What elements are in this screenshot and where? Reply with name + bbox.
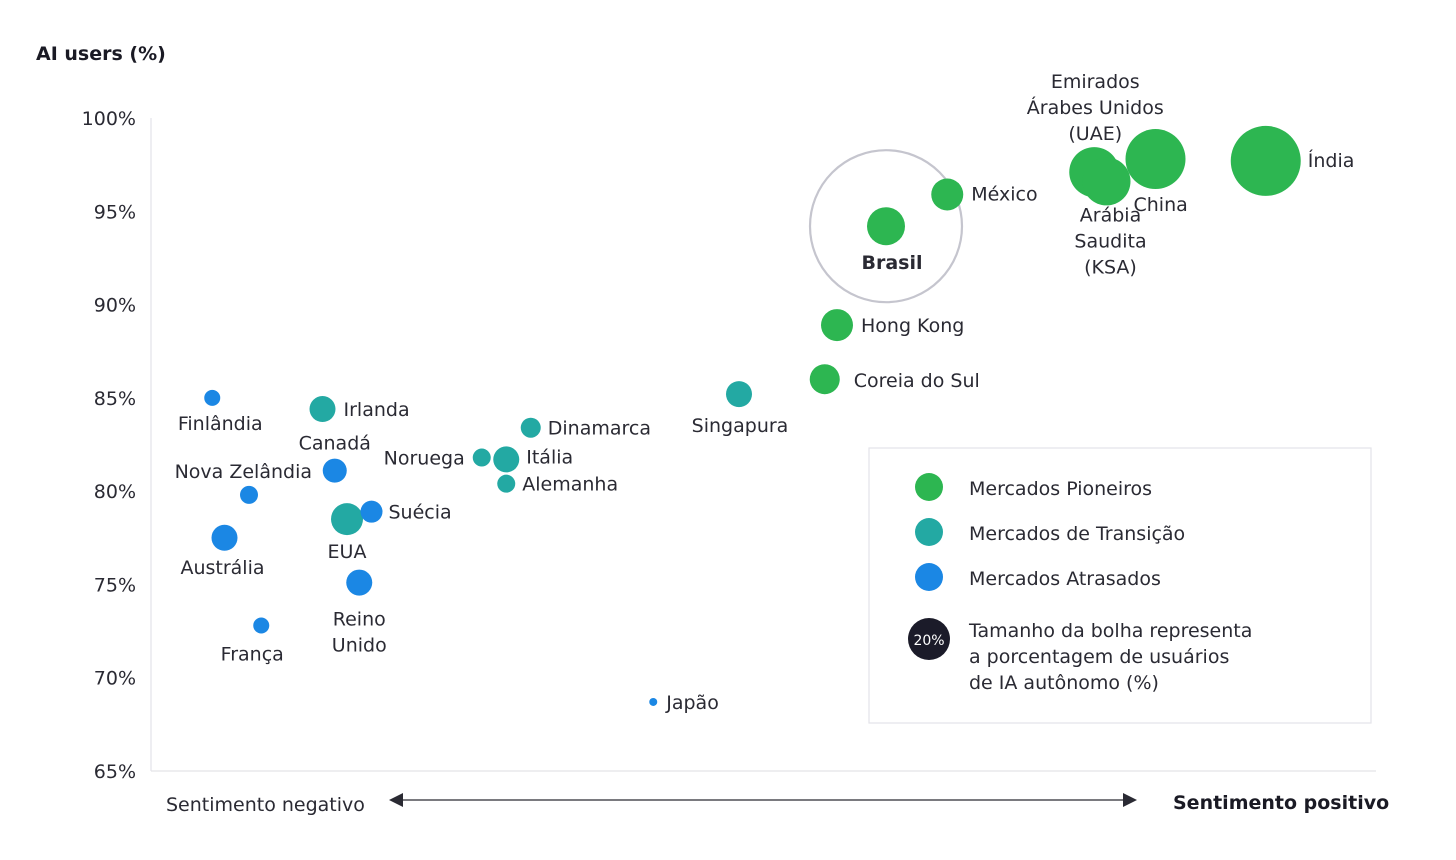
bubbles xyxy=(204,125,1301,706)
bubble-alemanha xyxy=(497,474,516,493)
legend-size-badge-label: 20% xyxy=(913,633,944,649)
legend-label-mercados-atrasados: Mercados Atrasados xyxy=(969,568,1161,590)
legend-swatch-mercados-atrasados xyxy=(915,563,943,591)
bubble-dinamarca xyxy=(520,417,541,438)
bubble-label-eua: EUA xyxy=(328,541,367,563)
bubble-india xyxy=(1230,125,1301,196)
legend-swatch-mercados-pioneiros xyxy=(915,473,943,501)
bubble-label-australia: Austrália xyxy=(180,557,264,579)
bubble-finlandia xyxy=(204,389,221,406)
bubble-coreia-do-sul xyxy=(809,364,840,395)
legend-label-mercados-pioneiros: Mercados Pioneiros xyxy=(969,478,1152,500)
arrow-right-icon xyxy=(1123,793,1137,807)
y-axis-ticks: 100% 95% 90% 85% 80% 75% 70% 65% xyxy=(82,108,136,783)
bubble-labels: Índia China Emirados Árabes Unidos (UAE) Aráb… xyxy=(175,71,1355,714)
legend-size-note-line-3: de IA autônomo (%) xyxy=(969,672,1159,694)
bubble-mexico xyxy=(931,178,964,211)
highlight-ring xyxy=(808,149,964,304)
bubble-label-arabia-saudita-ksa: Arábia xyxy=(1080,204,1141,226)
bubble-reino-unido xyxy=(346,569,373,596)
bubble-china xyxy=(1125,129,1186,190)
y-tick-label: 65% xyxy=(94,761,136,783)
y-tick-label: 70% xyxy=(94,668,136,690)
sentiment-positive-label: Sentimento positivo xyxy=(1173,792,1389,814)
bubble-label-dinamarca: Dinamarca xyxy=(548,418,651,440)
y-tick-label: 85% xyxy=(94,388,136,410)
bubble-label-singapura: Singapura xyxy=(692,415,789,437)
y-tick-label: 90% xyxy=(94,295,136,317)
bubble-label-finlandia: Finlândia xyxy=(178,413,263,435)
bubble-label-arabia-saudita-ksa: Saudita xyxy=(1074,230,1146,252)
legend-size-badge xyxy=(908,618,950,660)
bubble-label-irlanda: Irlanda xyxy=(344,399,410,421)
bubble-label-hong-kong: Hong Kong xyxy=(861,315,964,337)
y-tick-label: 95% xyxy=(94,201,136,223)
bubble-suecia xyxy=(360,500,383,523)
bubble-label-suecia: Suécia xyxy=(389,502,452,524)
bubble-label-emirados-arabes-unidos-uae: Árabes Unidos xyxy=(1027,96,1164,119)
bubble-label-nova-zelandia: Nova Zelândia xyxy=(175,461,312,483)
bubble-label-reino-unido: Reino xyxy=(333,609,386,631)
bubble-label-mexico: México xyxy=(971,183,1037,205)
legend: Mercados Pioneiros Mercados de Transição M… xyxy=(868,447,1372,724)
bubble-noruega xyxy=(472,448,491,467)
bubble-label-india: Índia xyxy=(1308,149,1355,172)
bubble-label-emirados-arabes-unidos-uae: Emirados xyxy=(1051,71,1140,93)
legend-size-note-line-2: a porcentagem de usuários xyxy=(969,646,1229,668)
bubble-label-emirados-arabes-unidos-uae: (UAE) xyxy=(1068,123,1122,145)
bubble-label-italia: Itália xyxy=(526,446,573,468)
arrow-left-icon xyxy=(389,793,403,807)
legend-swatch-mercados-de-transicao xyxy=(915,518,943,546)
legend-entries: Mercados Pioneiros Mercados de Transição M… xyxy=(915,473,1185,591)
bubble-nova-zelandia xyxy=(240,485,258,504)
bubble-label-reino-unido: Unido xyxy=(332,635,387,657)
y-tick-label: 100% xyxy=(82,108,136,130)
bubble-australia xyxy=(211,524,238,551)
bubble-label-arabia-saudita-ksa: (KSA) xyxy=(1084,256,1137,278)
legend-size-note-line-1: Tamanho da bolha representa xyxy=(968,620,1252,642)
sentiment-negative-label: Sentimento negativo xyxy=(166,794,365,816)
y-tick-label: 75% xyxy=(94,574,136,596)
legend-box xyxy=(868,447,1372,724)
bubble-label-noruega: Noruega xyxy=(384,448,465,470)
y-tick-label: 80% xyxy=(94,481,136,503)
bubble-japao xyxy=(649,697,658,706)
bubble-singapura xyxy=(726,381,752,408)
bubble-label-brasil: Brasil xyxy=(861,252,922,274)
bubble-label-coreia-do-sul: Coreia do Sul xyxy=(854,370,980,392)
bubble-label-china: China xyxy=(1134,194,1188,216)
bubble-label-japao: Japão xyxy=(665,692,719,714)
bubble-label-alemanha: Alemanha xyxy=(522,474,618,496)
legend-label-mercados-de-transicao: Mercados de Transição xyxy=(969,523,1185,545)
bubble-hong-kong xyxy=(821,309,853,342)
bubble-italia xyxy=(493,446,520,473)
bubble-irlanda xyxy=(309,396,336,423)
bubble-label-franca: França xyxy=(221,643,284,665)
bubble-label-canada: Canadá xyxy=(299,433,371,455)
bubble-arabia-saudita-ksa xyxy=(1082,157,1131,206)
bubble-brasil xyxy=(867,207,905,246)
bubble-canada xyxy=(322,458,347,483)
y-axis-title: AI users (%) xyxy=(36,43,166,65)
bubble-eua xyxy=(331,503,363,536)
bubble-franca xyxy=(253,617,270,634)
